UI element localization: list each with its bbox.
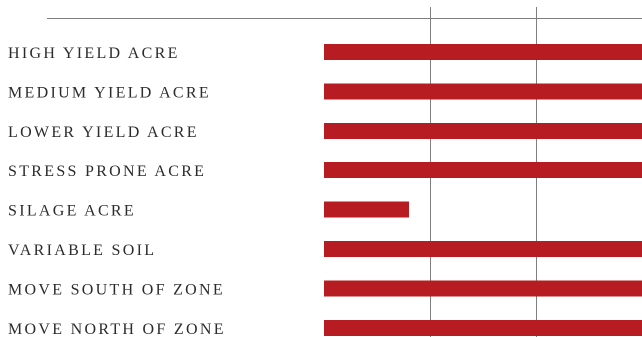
bar (324, 44, 642, 60)
category-label: MOVE NORTH OF ZONE (8, 321, 226, 337)
bar (324, 162, 642, 179)
category-labels: HIGH YIELD ACRE MEDIUM YIELD ACRE LOWER YI… (8, 45, 226, 337)
bar (324, 280, 642, 297)
category-label: VARIABLE SOIL (8, 242, 156, 259)
category-label: MOVE SOUTH OF ZONE (8, 281, 225, 298)
bar (324, 201, 409, 218)
category-label: LOWER YIELD ACRE (8, 124, 199, 141)
category-label: SILAGE ACRE (8, 203, 136, 220)
bars (324, 44, 642, 336)
bar (324, 319, 642, 336)
category-label: HIGH YIELD ACRE (8, 45, 180, 62)
category-label: STRESS PRONE ACRE (8, 163, 206, 180)
bar (324, 83, 642, 100)
bar (324, 122, 642, 139)
category-label: MEDIUM YIELD ACRE (8, 84, 211, 101)
bar (324, 241, 642, 257)
